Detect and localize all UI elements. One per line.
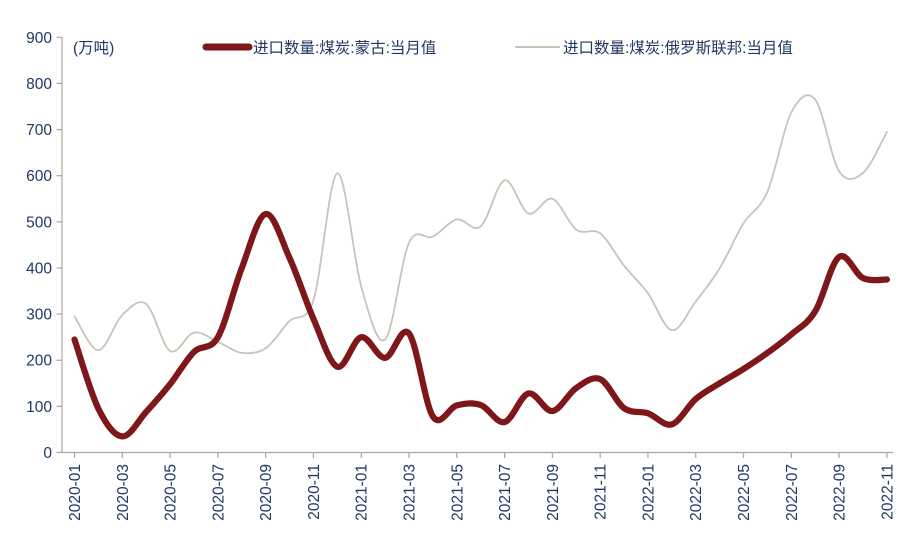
y-tick-label: 100 — [26, 399, 52, 416]
x-tick-label: 2022-11 — [879, 464, 896, 520]
x-tick-label: 2022-07 — [784, 464, 801, 521]
x-tick-label: 2022-05 — [736, 464, 753, 521]
y-tick-label: 200 — [26, 353, 52, 370]
x-tick-label: 2022-01 — [640, 464, 657, 521]
y-tick-label: 800 — [26, 76, 52, 93]
y-tick-label: 600 — [26, 168, 52, 185]
x-tick-label: 2022-03 — [688, 464, 705, 521]
x-tick-label: 2021-01 — [354, 464, 371, 521]
x-tick-label: 2020-09 — [258, 464, 275, 521]
y-tick-label: 300 — [26, 307, 52, 324]
y-tick-label: 400 — [26, 260, 52, 277]
x-tick-label: 2020-03 — [115, 464, 132, 521]
x-tick-label: 2020-01 — [67, 464, 84, 521]
series-line-mongolia — [71, 210, 890, 440]
x-tick-label: 2021-09 — [545, 464, 562, 521]
legend-label-russia: 进口数量:煤炭:俄罗斯联邦:当月值 — [563, 39, 793, 57]
x-tick-label: 2020-07 — [210, 464, 227, 521]
x-tick-label: 2021-03 — [402, 464, 419, 521]
y-tick-label: 500 — [26, 214, 52, 231]
series-line-russia — [73, 94, 888, 355]
y-tick-label: 900 — [26, 30, 52, 47]
axes-layer: 0 100 200 300 400 500 600 700 800 900 2020-01 2020-… — [26, 30, 896, 521]
legend-label-mongolia: 进口数量:煤炭:蒙古:当月值 — [253, 39, 436, 57]
y-tick-label: 700 — [26, 122, 52, 139]
x-tick-label: 2020-05 — [163, 464, 180, 521]
x-tick-label: 2022-09 — [832, 464, 849, 521]
series-layer — [71, 94, 890, 440]
legend: 进口数量:煤炭:蒙古:当月值 进口数量:煤炭:俄罗斯联邦:当月值 — [202, 39, 793, 57]
axis-unit-label: (万吨) — [73, 39, 114, 57]
x-tick-label: 2021-11 — [593, 464, 610, 520]
y-tick-label: 0 — [43, 445, 52, 462]
x-tick-label: 2021-07 — [497, 464, 514, 521]
x-tick-label: 2021-05 — [449, 464, 466, 521]
x-tick-label: 2020-11 — [306, 464, 323, 520]
